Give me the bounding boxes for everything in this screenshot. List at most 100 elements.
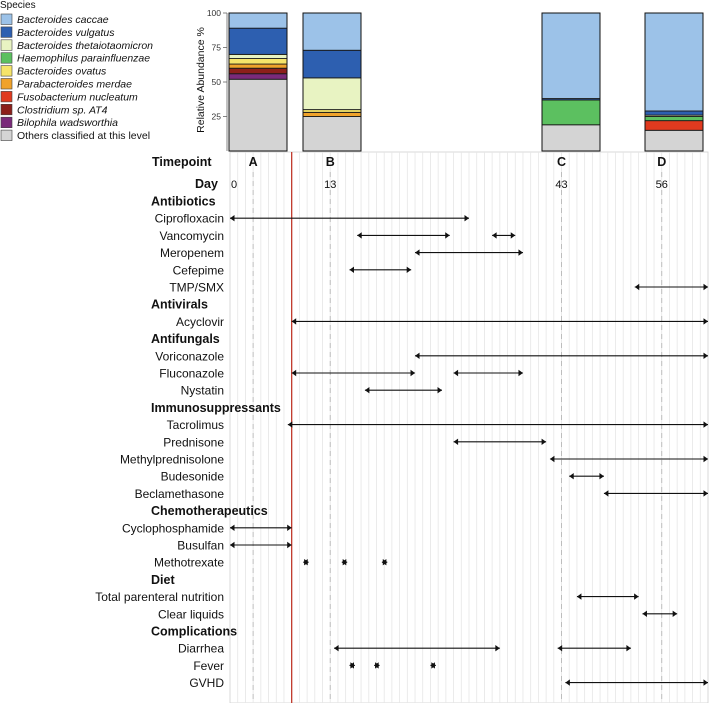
interval-start-cap [287, 421, 293, 428]
interval-end-cap [342, 559, 348, 566]
legend-title: Species [0, 0, 36, 11]
interval-end-cap [703, 283, 708, 291]
row-label-nystatin: Nystatin [181, 384, 224, 398]
interval-start-cap [364, 387, 370, 394]
row-label-clear-liquids: Clear liquids [158, 607, 224, 621]
interval-diarrhea [557, 645, 631, 652]
bar-segment-d-bacteroides-caccae [644, 12, 704, 112]
bar-segment-d-haemophilus-parainfluenzae [644, 116, 704, 122]
interval-ciprofloxacin [230, 215, 469, 222]
row-label-methylprednisolone: Methylprednisolone [120, 453, 224, 467]
bar-segment-d-others-classified-at-this-level [644, 129, 704, 152]
interval-methotrexate [341, 559, 348, 566]
row-label-fluconazole: Fluconazole [159, 367, 224, 381]
interval-start-cap [557, 645, 563, 652]
interval-start-cap [357, 232, 362, 239]
interval-fever [430, 662, 436, 669]
legend-label-bacteroides-ovatus: Bacteroides ovatus [17, 66, 107, 78]
interval-prednisone [453, 438, 547, 445]
row-label-diarrhea: Diarrhea [178, 642, 224, 656]
interval-start-cap [230, 524, 235, 531]
row-label-tacrolimus: Tacrolimus [167, 418, 224, 432]
interval-end-cap [634, 593, 639, 600]
interval-end-cap [437, 387, 443, 394]
legend-swatch-parabacteroides-merdae [0, 78, 13, 90]
category-heading-complications: Complications [151, 625, 237, 639]
legend-label-bacteroides-thetaiotaomicron: Bacteroides thetaiotaomicron [17, 40, 153, 52]
interval-end-cap [287, 541, 292, 549]
bar-segment-a-bacteroides-vulgatus [228, 27, 288, 55]
interval-end-cap [445, 232, 450, 239]
legend-label-others-classified-at-this-level: Others classified at this level [17, 130, 150, 142]
timepoint-label-a: A [249, 155, 258, 169]
interval-start-cap [576, 593, 582, 600]
interval-busulfan [230, 541, 292, 549]
interval-start-cap [492, 232, 497, 239]
category-heading-antivirals: Antivirals [151, 298, 208, 312]
row-label-fever: Fever [193, 659, 224, 673]
row-label-methotrexate: Methotrexate [154, 556, 224, 570]
interval-start-cap [634, 283, 640, 291]
interval-diarrhea [334, 645, 500, 652]
interval-end-cap [510, 232, 516, 239]
interval-start-cap [453, 369, 459, 377]
interval-gvhd [565, 679, 708, 686]
interval-fever [349, 662, 355, 669]
interval-end-cap [518, 249, 523, 256]
legend-label-parabacteroides-merdae: Parabacteroides merdae [17, 79, 132, 91]
y-tick-label-75: 75 [212, 43, 222, 53]
interval-end-cap [375, 662, 380, 669]
interval-start-cap [230, 541, 235, 549]
bar-segment-b-others-classified-at-this-level [302, 116, 362, 152]
interval-start-cap [603, 490, 609, 497]
legend-swatch-bacteroides-ovatus [0, 65, 13, 77]
y-tick-label-25: 25 [212, 112, 222, 122]
bar-outline-c [541, 12, 601, 152]
category-heading-diet: Diet [151, 573, 175, 587]
interval-end-cap [495, 645, 500, 652]
interval-cyclophosphamide [230, 524, 292, 531]
interval-budesonide [569, 473, 604, 480]
bar-outline-a [228, 12, 288, 152]
interval-start-cap [230, 215, 235, 222]
interval-methotrexate [303, 559, 309, 566]
row-label-ciprofloxacin: Ciprofloxacin [155, 212, 224, 226]
interval-start-cap [569, 473, 574, 480]
bar-outline-d [644, 12, 704, 152]
interval-end-cap [431, 662, 436, 669]
interval-end-cap [410, 369, 416, 377]
bar-b [302, 12, 362, 152]
interval-end-cap [703, 455, 708, 463]
bar-segment-a-parabacteroides-merdae [228, 63, 288, 69]
row-label-busulfan: Busulfan [177, 539, 224, 553]
interval-clear-liquids [642, 610, 678, 617]
legend-label-bacteroides-vulgatus: Bacteroides vulgatus [17, 27, 115, 39]
interval-nystatin [364, 387, 443, 394]
interval-end-cap [382, 559, 388, 566]
interval-meropenem [415, 249, 523, 256]
bar-segment-a-bacteroides-ovatus [228, 58, 288, 65]
legend-swatch-others-classified-at-this-level [0, 129, 13, 141]
legend-swatch-bilophila-wadsworthia [0, 116, 13, 128]
interval-end-cap [703, 679, 708, 686]
day-tick-label-56: 56 [656, 179, 668, 191]
legend-label-bilophila-wadsworthia: Bilophila wadsworthia [17, 117, 118, 129]
day-tick-label-13: 13 [324, 179, 336, 191]
y-tick-label-50: 50 [212, 77, 222, 87]
legend-label-bacteroides-caccae: Bacteroides caccae [17, 14, 109, 26]
timepoint-header: Timepoint [152, 155, 212, 169]
row-label-tmp-smx: TMP/SMX [169, 281, 224, 295]
legend-swatch-haemophilus-parainfluenzae [0, 52, 13, 64]
interval-end-cap [518, 369, 523, 377]
interval-start-cap [349, 266, 354, 273]
row-label-cyclophosphamide: Cyclophosphamide [122, 521, 224, 535]
timepoint-label-d: D [657, 155, 666, 169]
day-tick-label-0: 0 [231, 179, 237, 191]
interval-end-cap [464, 215, 469, 222]
interval-end-cap [287, 524, 292, 531]
interval-end-cap [703, 421, 708, 428]
interval-start-cap [453, 438, 459, 445]
bar-segment-c-bacteroides-caccae [541, 12, 601, 100]
